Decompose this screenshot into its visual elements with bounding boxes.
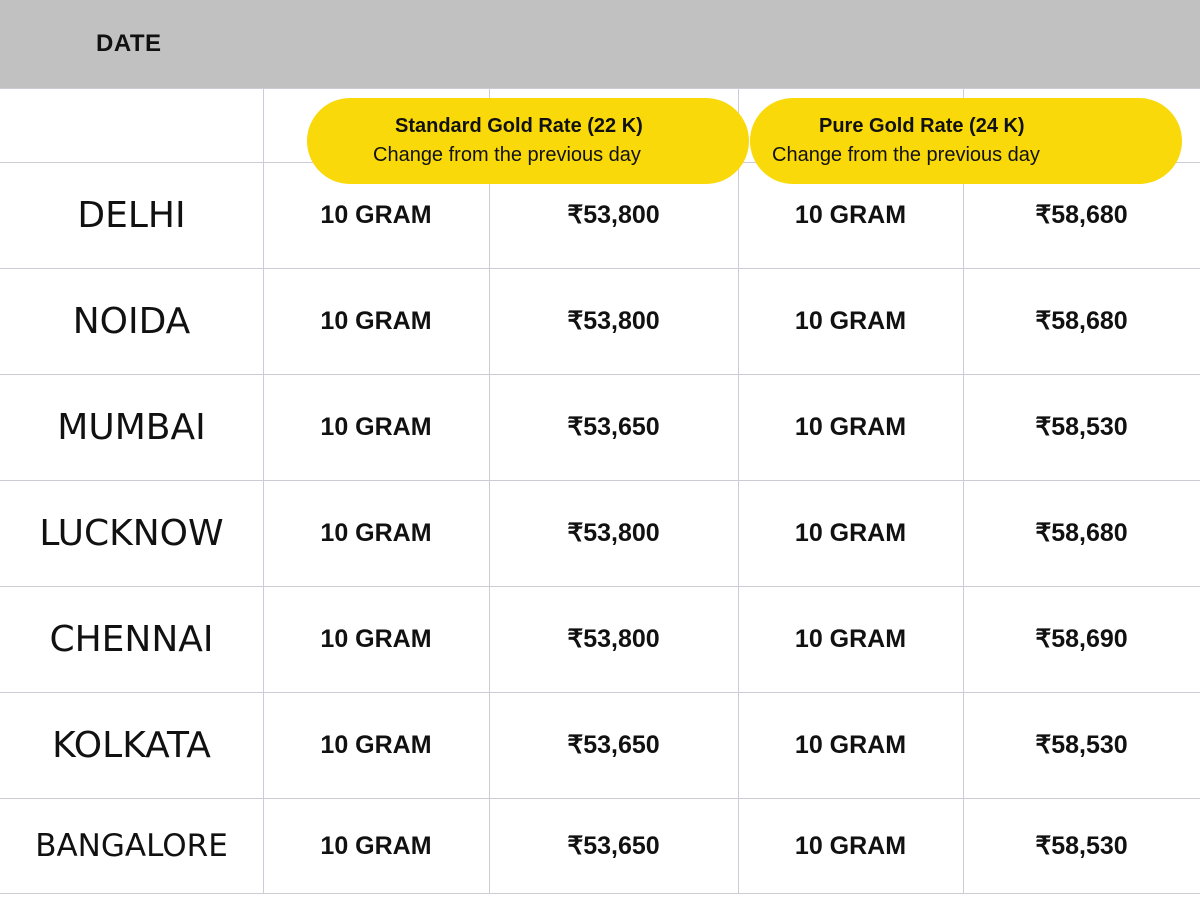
pure-gold-title: Pure Gold Rate (24 K) <box>819 115 1025 137</box>
header-bar: DATE <box>0 0 1200 88</box>
quantity-cell: 10 GRAM <box>794 624 907 653</box>
rate-cell: ₹58,530 <box>1035 731 1128 759</box>
quantity-cell: 10 GRAM <box>320 518 432 547</box>
pure-gold-header: Pure Gold Rate (24 K) Change from the pr… <box>750 98 1182 184</box>
rate-cell: ₹58,680 <box>1035 519 1128 547</box>
row-divider <box>0 692 1200 693</box>
row-divider <box>0 893 1200 894</box>
rate-cell: ₹58,530 <box>1035 832 1128 860</box>
quantity-cell: 10 GRAM <box>794 831 907 860</box>
quantity-cell: 10 GRAM <box>794 518 907 547</box>
column-divider <box>489 88 490 894</box>
row-divider <box>0 798 1200 799</box>
rate-cell: ₹53,800 <box>567 625 660 653</box>
pure-gold-subtitle: Change from the previous day <box>772 144 1040 166</box>
standard-gold-header: Standard Gold Rate (22 K) Change from th… <box>307 98 749 184</box>
row-divider <box>0 268 1200 269</box>
row-divider <box>0 480 1200 481</box>
date-label: DATE <box>96 30 162 57</box>
rate-cell: ₹53,800 <box>567 519 660 547</box>
city-name: KOLKATA <box>52 724 211 766</box>
rate-cell: ₹53,650 <box>567 731 660 759</box>
rate-cell: ₹53,800 <box>567 307 660 335</box>
quantity-cell: 10 GRAM <box>794 730 907 759</box>
city-name: LUCKNOW <box>39 512 224 554</box>
rate-cell: ₹58,680 <box>1035 201 1128 229</box>
quantity-cell: 10 GRAM <box>320 200 432 229</box>
row-divider <box>0 88 1200 89</box>
city-name: CHENNAI <box>49 618 214 660</box>
row-divider <box>0 586 1200 587</box>
rate-cell: ₹53,650 <box>567 832 660 860</box>
quantity-cell: 10 GRAM <box>320 831 432 860</box>
city-name: MUMBAI <box>57 406 206 448</box>
city-name: BANGALORE <box>35 828 228 864</box>
rate-cell: ₹58,680 <box>1035 307 1128 335</box>
column-divider <box>963 88 964 894</box>
rate-cell: ₹53,800 <box>567 201 660 229</box>
quantity-cell: 10 GRAM <box>320 730 432 759</box>
column-divider <box>263 88 264 894</box>
quantity-cell: 10 GRAM <box>320 306 432 335</box>
standard-gold-title: Standard Gold Rate (22 K) <box>395 115 643 137</box>
quantity-cell: 10 GRAM <box>320 624 432 653</box>
column-divider <box>738 88 739 894</box>
rate-cell: ₹58,690 <box>1035 625 1128 653</box>
quantity-cell: 10 GRAM <box>320 412 432 441</box>
quantity-cell: 10 GRAM <box>794 306 907 335</box>
quantity-cell: 10 GRAM <box>794 412 907 441</box>
city-name: NOIDA <box>72 300 191 342</box>
city-name: DELHI <box>77 194 186 236</box>
rate-cell: ₹58,530 <box>1035 413 1128 441</box>
standard-gold-subtitle: Change from the previous day <box>373 144 641 166</box>
rate-cell: ₹53,650 <box>567 413 660 441</box>
quantity-cell: 10 GRAM <box>794 200 907 229</box>
row-divider <box>0 374 1200 375</box>
